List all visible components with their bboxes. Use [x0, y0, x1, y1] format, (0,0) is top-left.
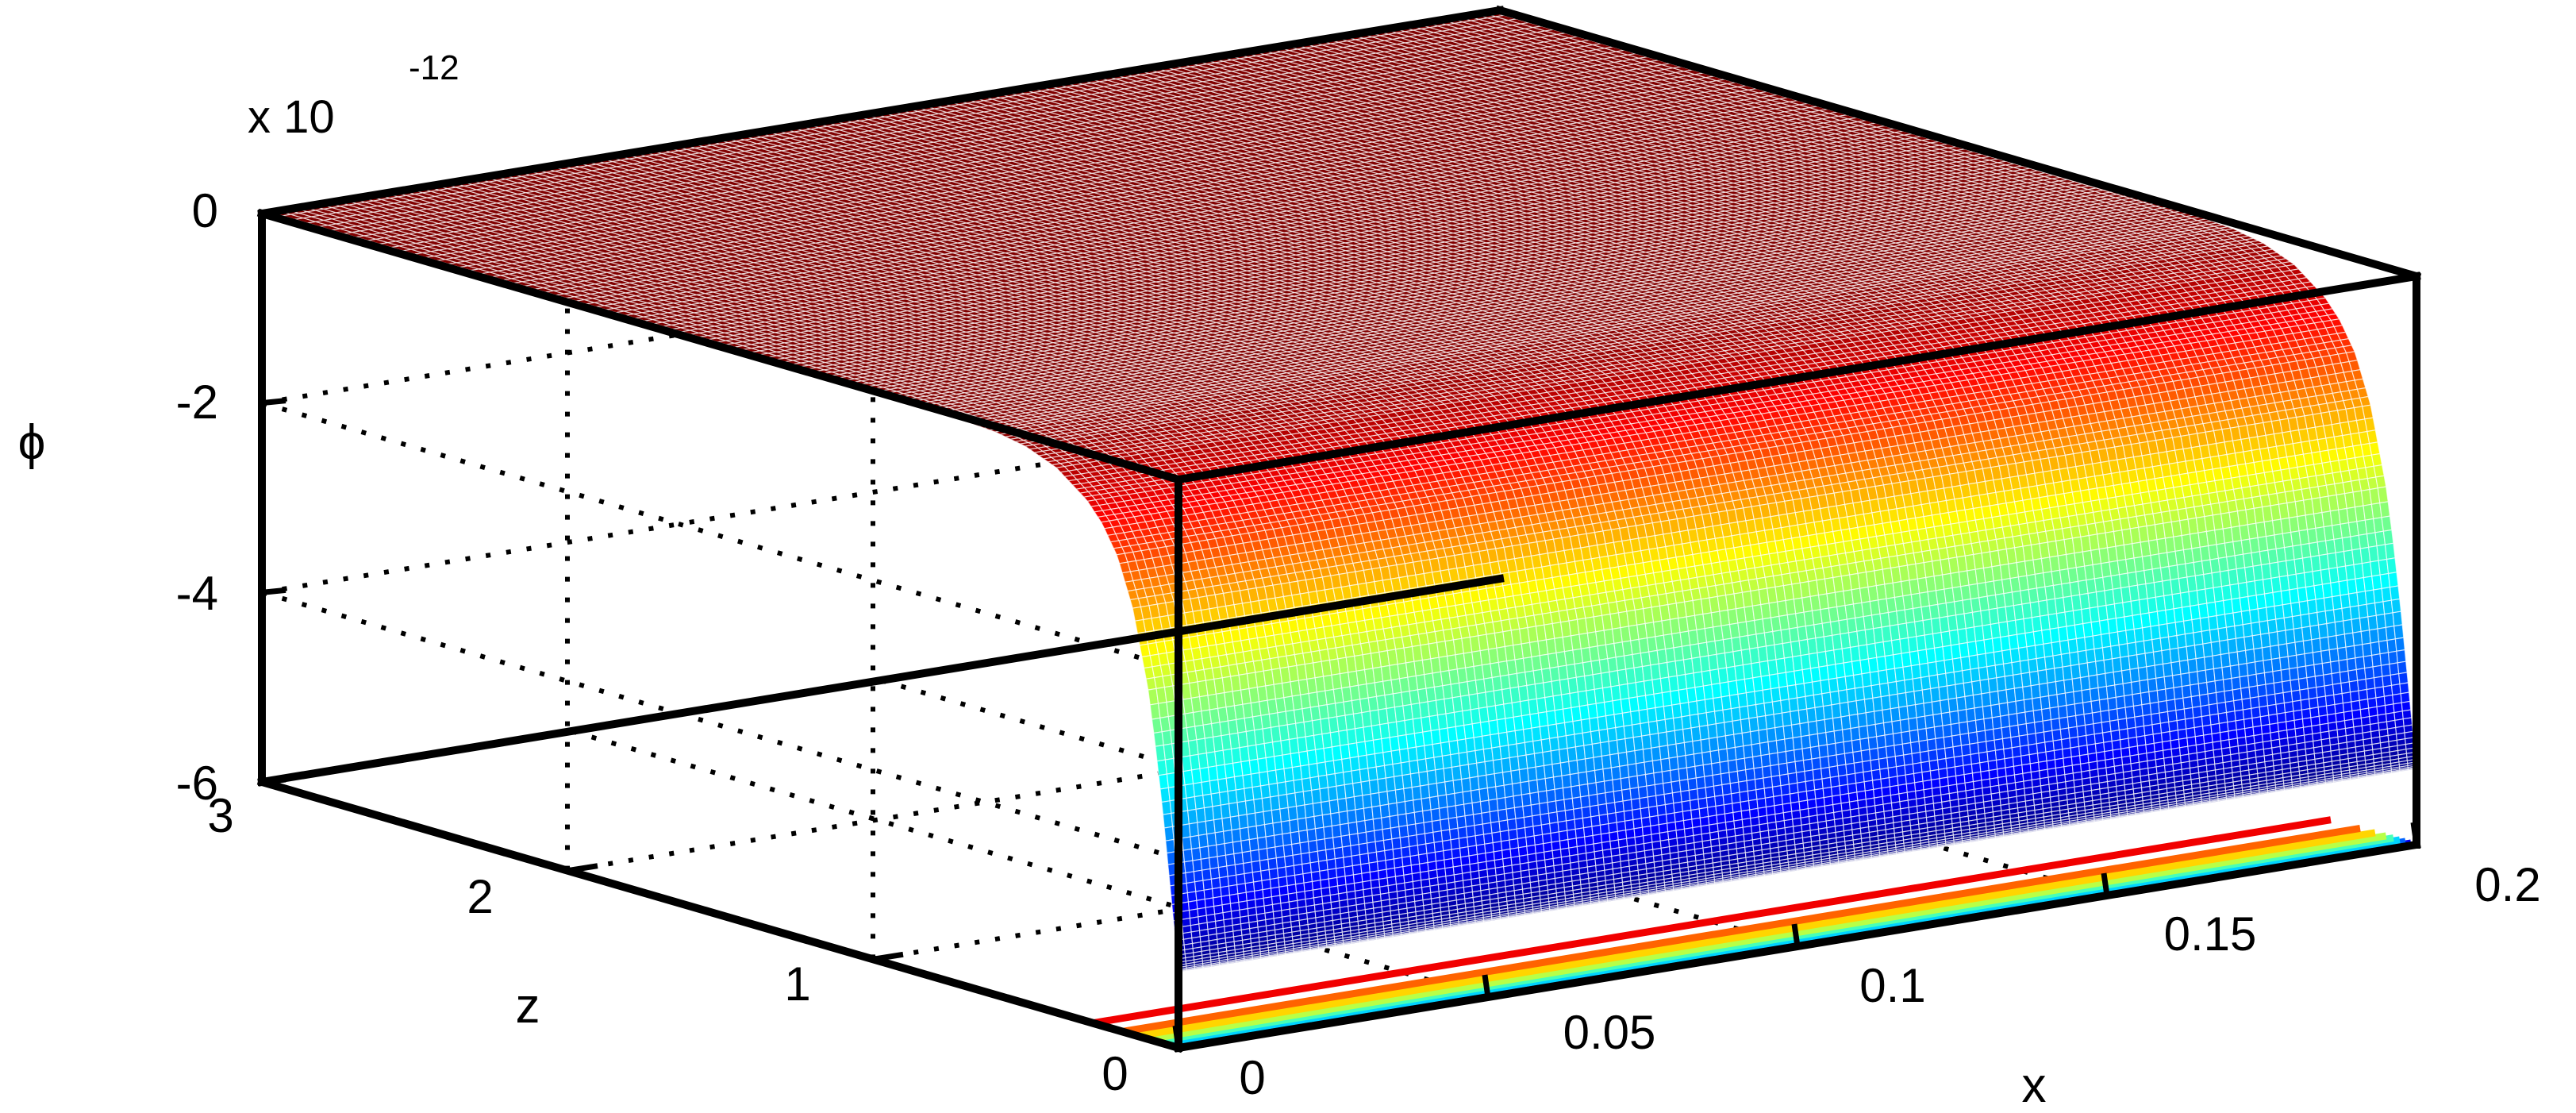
floor-contour — [1092, 816, 2332, 1027]
surface-mesh — [261, 10, 2417, 973]
floor-contour — [1136, 829, 2376, 1040]
grid-line — [261, 387, 1501, 595]
grid-line — [261, 400, 1179, 672]
grid-line — [571, 729, 1489, 999]
grid-line — [261, 590, 1179, 861]
floor-contour — [1147, 832, 2387, 1043]
floor-contour — [1121, 824, 2361, 1035]
grid-line — [872, 753, 2112, 962]
grid-line — [567, 664, 1806, 873]
grid-line — [261, 197, 1501, 406]
